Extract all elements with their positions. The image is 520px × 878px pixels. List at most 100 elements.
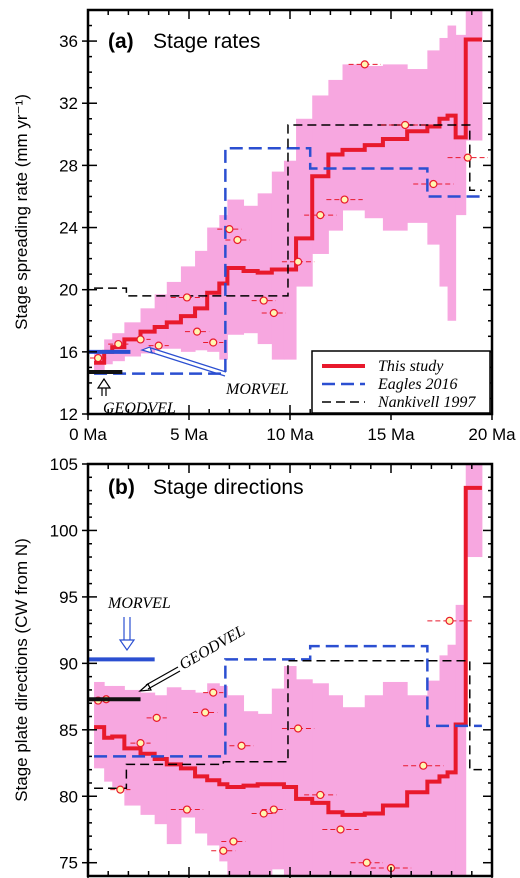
panel-a-uncertainty-band [94,10,483,374]
geodvel-b-arrow-icon [138,683,152,692]
y-tick-label: 32 [59,94,78,113]
geodvel-b-arrow-line [147,670,181,690]
morvel-arrow-line [149,351,226,377]
band-segment [465,464,483,558]
data-point [229,837,238,846]
data-point [225,224,234,234]
band-segment [257,713,273,876]
y-tick-label: 90 [59,654,78,673]
y-tick-label: 24 [59,219,78,238]
panel-b-letter: (b) [108,476,135,499]
band-segment [455,604,467,876]
data-point [401,120,410,130]
series-line-eagles-2016 [94,147,482,375]
panel-a-chart: 0 Ma 5 Ma 10 Ma 15 Ma 20 Ma 12 16 20 24 28 32 36 (a… [12,8,516,444]
data-point [237,741,246,750]
panel-b-series-lines [94,485,482,817]
morvel-arrow-icon [140,346,153,354]
data-point [182,293,192,302]
data-point [154,341,163,350]
band-segment [154,294,168,349]
y-tick-label: 80 [59,787,78,806]
geodvel-arrow-icon [96,377,112,389]
band-segment [312,683,329,876]
band-segment [427,50,440,245]
panel-b-annotations: MORVEL GEODVEL [107,595,249,692]
morvel-b-arrow-icon [118,639,136,652]
data-point [201,708,210,717]
y-tick-label: 16 [59,343,78,362]
band-segment [342,707,366,876]
data-point [192,327,202,336]
panel-a-legend: This study Eagles 2016 Nankivell 1997 [311,350,491,414]
band-segment [283,160,297,360]
data-point [219,846,228,855]
band-segment [427,680,440,876]
data-point [445,616,454,625]
data-point [340,195,349,204]
y-tick-label: 36 [59,32,78,51]
series-line-this-study [94,485,482,817]
band-segment [283,666,297,876]
band-segment [364,65,384,219]
data-point [419,761,428,770]
morvel-arrow-line [150,347,227,373]
data-point [209,338,218,347]
band-segment [465,10,483,141]
band-segment [271,171,285,360]
data-point [336,825,345,834]
band-segment [180,266,196,352]
panel-a-annotations: MORVEL GEODVEL [96,346,289,417]
band-segment [328,695,344,876]
data-point [429,179,438,189]
band-segment [271,688,285,870]
panel-b-title: Stage directions [153,476,304,499]
band-segment [195,250,208,351]
band-segment [296,679,313,876]
y-tick-label: 105 [50,455,78,474]
x-tick-label: 15 Ma [367,425,415,444]
panel-b-chart: 75 80 85 90 95 100 105 (b) Stage directions St… [12,455,494,878]
data-point [269,308,278,318]
geodvel-b-arrow-line [145,666,179,686]
band-segment [364,695,384,876]
legend-label-this-study: This study [378,358,444,375]
panel-a-frame [86,8,494,416]
y-tick-label: 95 [59,588,78,607]
series-line-nankivell-1997 [94,659,482,790]
series-line-this-study [94,37,482,365]
band-segment [219,215,228,360]
legend-label-eagles-2016: Eagles 2016 [377,376,458,393]
band-segment [439,37,449,287]
panel-b-reference-segments [88,657,155,702]
annotation-morvel-b: MORVEL [107,595,171,612]
panel-a-letter: (a) [108,30,134,53]
annotation-geodvel-b: GEODVEL [177,622,249,673]
band-segment [166,281,182,349]
annotation-morvel: MORVEL [225,381,289,398]
data-point [360,60,369,69]
band-segment [447,644,457,876]
panel-b-frame [86,462,494,878]
data-point [116,785,125,794]
data-point [152,713,161,722]
series-line-nankivell-1997 [94,124,482,297]
x-tick-label: 20 Ma [468,425,516,444]
data-point [93,353,103,363]
y-tick-label: 100 [50,521,78,540]
band-segment [296,118,313,287]
band-segment [219,685,228,862]
data-point [259,296,268,305]
band-segment [104,685,113,782]
band-segment [243,711,259,876]
band-segment [382,681,408,876]
y-tick-label: 20 [59,281,78,300]
x-tick-label: 5 Ma [170,425,208,444]
data-point [136,335,145,344]
band-segment [407,69,428,223]
band-segment [455,34,467,216]
legend-label-nankivell-1997: Nankivell 1997 [377,394,476,411]
series-line-eagles-2016 [94,644,482,758]
data-point [362,858,371,867]
